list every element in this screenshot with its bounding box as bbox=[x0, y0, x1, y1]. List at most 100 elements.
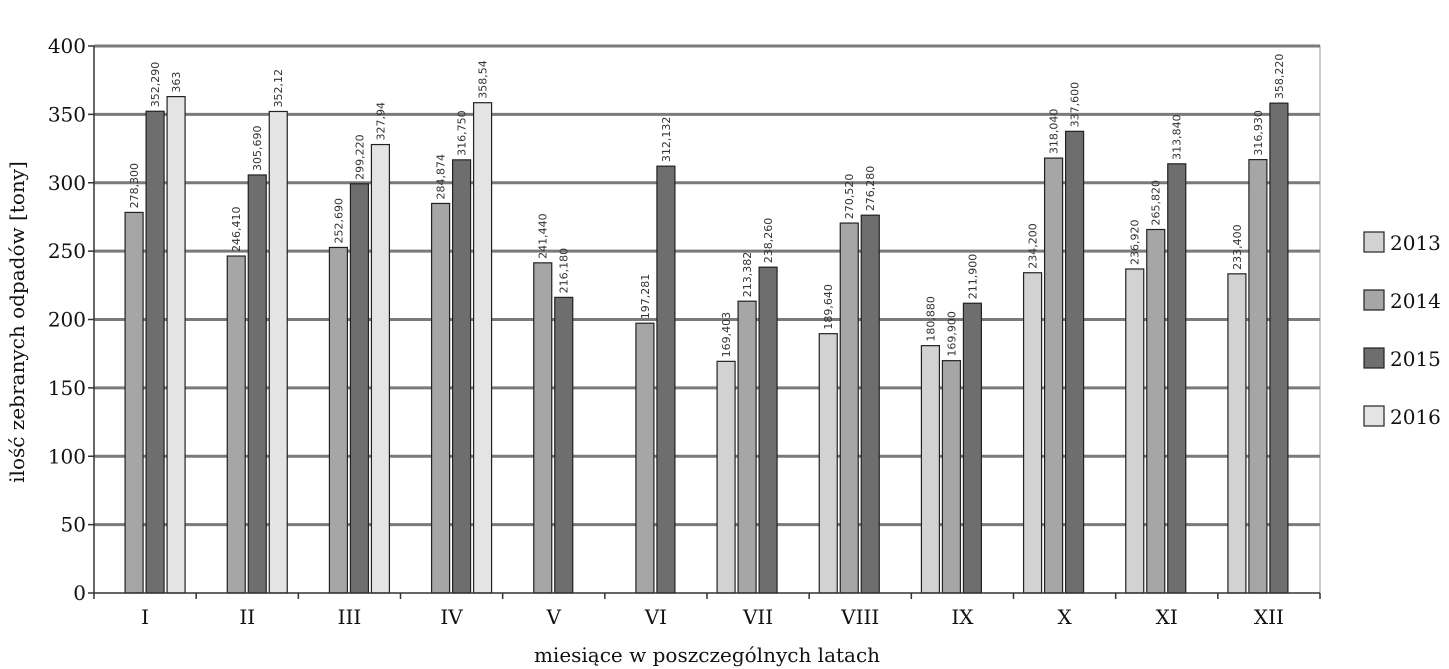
bar-2013-X bbox=[1022, 272, 1043, 594]
x-tick-label: XI bbox=[1156, 605, 1178, 629]
bar-2014-XII bbox=[1248, 158, 1268, 594]
data-label: 213,382 bbox=[741, 252, 754, 298]
bar-2015-XI bbox=[1167, 163, 1187, 594]
bar-2014-VIII bbox=[839, 222, 859, 594]
bar-2015-I bbox=[145, 110, 165, 594]
x-tick-label: I bbox=[141, 605, 149, 629]
x-axis-ticks: I II III IV V VI VII VIII IX X XI XII bbox=[93, 593, 1321, 629]
data-label: 316,750 bbox=[456, 110, 469, 156]
data-label: 363 bbox=[170, 72, 183, 93]
bar-2015-IX bbox=[962, 302, 983, 594]
data-label: 211,900 bbox=[966, 254, 979, 300]
bar-2016-III bbox=[370, 143, 391, 594]
data-label: 316,930 bbox=[1252, 110, 1265, 156]
x-tick-label: VII bbox=[742, 605, 773, 629]
x-tick-label: V bbox=[546, 605, 562, 629]
bar-2014-VII bbox=[737, 300, 757, 594]
y-tick-label: 300 bbox=[48, 171, 86, 195]
data-label: 327,94 bbox=[374, 102, 387, 141]
legend-swatch-2014 bbox=[1363, 289, 1385, 311]
y-tick-label: 0 bbox=[73, 581, 86, 605]
gridlines bbox=[94, 44, 1320, 527]
data-label: 189,640 bbox=[822, 284, 835, 330]
bar-2014-II bbox=[226, 255, 246, 594]
data-label: 352,12 bbox=[272, 69, 285, 108]
bar-2014-X bbox=[1043, 157, 1064, 594]
bar-2013-VII bbox=[716, 360, 736, 594]
x-tick-label: III bbox=[338, 605, 362, 629]
x-tick-label: IX bbox=[951, 605, 974, 629]
bar-2014-IX bbox=[941, 360, 962, 594]
legend-swatch-2015 bbox=[1363, 347, 1385, 369]
legend-label-2014: 2014 bbox=[1390, 289, 1441, 313]
data-label: 299,220 bbox=[353, 134, 366, 180]
y-tick-label: 250 bbox=[48, 239, 86, 263]
y-axis-ticks: 0 50 100 150 200 250 300 350 400 bbox=[48, 34, 94, 605]
data-label: 180,880 bbox=[924, 296, 937, 342]
data-label: 312,132 bbox=[660, 117, 673, 163]
bar-2015-IV bbox=[451, 159, 472, 594]
bar-2016-II bbox=[268, 110, 288, 594]
bar-2015-V bbox=[554, 296, 574, 594]
x-tick-label: X bbox=[1057, 605, 1072, 629]
data-label: 265,820 bbox=[1150, 180, 1163, 226]
legend-label-2016: 2016 bbox=[1390, 405, 1441, 429]
bar-2013-XII bbox=[1227, 273, 1247, 594]
data-label: 276,280 bbox=[864, 166, 877, 212]
bar-2014-VI bbox=[635, 322, 655, 594]
bar-2014-XI bbox=[1146, 228, 1166, 594]
bar-2016-IV bbox=[472, 102, 493, 594]
x-tick-label: XII bbox=[1254, 605, 1284, 629]
bar-2014-I bbox=[124, 211, 144, 594]
data-label: 270,520 bbox=[843, 174, 856, 220]
bar-2014-V bbox=[533, 262, 553, 594]
data-label: 169,900 bbox=[945, 311, 958, 357]
data-label: 278,300 bbox=[128, 163, 141, 209]
data-label: 238,260 bbox=[762, 218, 775, 264]
data-label: 241,440 bbox=[537, 213, 550, 259]
bar-2016-I bbox=[166, 95, 186, 594]
x-tick-label: II bbox=[239, 605, 255, 629]
data-label: 284,874 bbox=[435, 154, 448, 200]
bar-2013-IX bbox=[920, 345, 941, 594]
x-axis-title: miesiące w poszczególnych latach bbox=[534, 643, 880, 667]
y-tick-label: 350 bbox=[48, 102, 86, 126]
legend-swatch-2013 bbox=[1363, 231, 1385, 253]
bar-2014-IV bbox=[430, 202, 451, 594]
data-label: 252,690 bbox=[332, 198, 345, 244]
data-label: 313,840 bbox=[1171, 114, 1184, 160]
x-tick-label: VI bbox=[644, 605, 667, 629]
bar-2015-XII bbox=[1269, 102, 1289, 594]
data-label: 233,400 bbox=[1231, 224, 1244, 270]
legend-label-2013: 2013 bbox=[1390, 231, 1441, 255]
x-tick-label: VIII bbox=[840, 605, 879, 629]
y-tick-label: 50 bbox=[61, 513, 86, 537]
data-label: 337,600 bbox=[1069, 82, 1082, 128]
y-tick-label: 150 bbox=[48, 376, 86, 400]
data-label: 197,281 bbox=[639, 274, 652, 320]
data-label: 169,403 bbox=[720, 312, 733, 358]
y-tick-label: 200 bbox=[48, 308, 86, 332]
bar-2015-VIII bbox=[860, 214, 880, 594]
bar-2015-X bbox=[1064, 130, 1085, 594]
data-label: 246,410 bbox=[230, 207, 243, 253]
legend-swatch-2016 bbox=[1363, 405, 1385, 427]
legend-label-2015: 2015 bbox=[1390, 347, 1441, 371]
bar-2013-XI bbox=[1125, 268, 1145, 594]
data-label: 318,040 bbox=[1048, 109, 1061, 155]
y-axis-title: ilość zebranych odpadów [tony] bbox=[5, 161, 29, 483]
data-label: 358,54 bbox=[477, 60, 490, 99]
y-tick-label: 100 bbox=[48, 444, 86, 468]
legend: 2013 2014 2015 2016 bbox=[1363, 231, 1441, 429]
data-label: 216,180 bbox=[558, 248, 571, 294]
bar-2013-VIII bbox=[818, 333, 838, 594]
data-label: 305,690 bbox=[251, 125, 264, 171]
data-label: 236,920 bbox=[1129, 219, 1142, 265]
data-label: 358,220 bbox=[1273, 54, 1286, 100]
x-tick-label: IV bbox=[440, 605, 463, 629]
bar-2015-VI bbox=[656, 165, 676, 594]
bar-2014-III bbox=[328, 246, 349, 594]
bar-2015-III bbox=[349, 183, 370, 594]
bar-2015-II bbox=[247, 174, 267, 594]
